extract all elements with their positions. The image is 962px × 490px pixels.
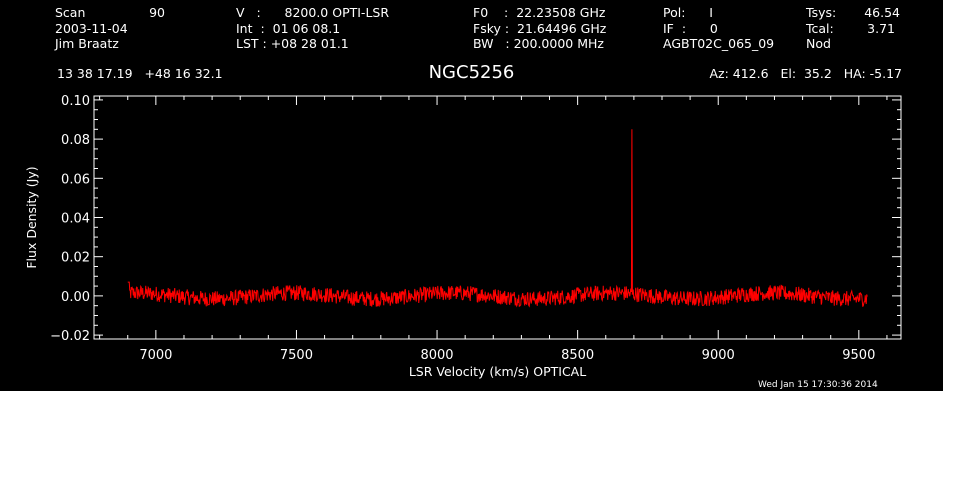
velocity-info: V : 8200.0 OPTI-LSR: [236, 5, 390, 20]
y-tick-label: 0.02: [61, 251, 90, 266]
chart-title: NGC5256: [428, 62, 515, 83]
x-tick-label: 8500: [561, 348, 594, 363]
x-tick-label: 9000: [702, 348, 735, 363]
x-tick-label: 7000: [139, 348, 172, 363]
spectrum-series-line: [127, 129, 868, 308]
if-number: IF : 0: [663, 21, 718, 36]
tsys-label: Tsys:: [806, 5, 837, 20]
source-coordinates: 13 38 17.19 +48 16 32.1: [57, 66, 223, 81]
rest-frequency: F0 : 22.23508 GHz: [473, 5, 606, 20]
x-tick-label: 9500: [842, 348, 875, 363]
integration-time: Int : 01 06 08.1: [236, 21, 341, 36]
y-tick-label: 0.10: [61, 94, 90, 109]
y-tick-label: 0.04: [61, 212, 90, 227]
x-axis-label: LSR Velocity (km/s) OPTICAL: [409, 364, 586, 379]
scan-label: Scan: [55, 5, 86, 20]
plot-panel: Scan 90 2003-11-04 Jim Braatz V : 8200.0…: [0, 0, 943, 391]
y-tick-label: −0.02: [50, 329, 90, 344]
y-axis-label: Flux Density (Jy): [24, 166, 39, 268]
obs-date: 2003-11-04: [55, 21, 128, 36]
polarization: Pol: I: [663, 5, 713, 20]
obs-mode: Nod: [806, 36, 831, 51]
x-tick-label: 8000: [420, 348, 453, 363]
pointing-info: Az: 412.6 El: 35.2 HA: -5.17: [709, 66, 902, 81]
tsys-value: 46.54: [864, 5, 900, 20]
tcal-label: Tcal:: [806, 21, 834, 36]
y-tick-label: 0.00: [61, 290, 90, 305]
scan-value: 90: [149, 5, 165, 20]
spectrum-plot: 7000 7500 8000 8500 9000 9500 −0.02 0.00 0.02 0.0…: [24, 94, 902, 379]
sky-frequency: Fsky : 21.64496 GHz: [473, 21, 607, 36]
y-tick-label: 0.06: [61, 172, 90, 187]
x-tick-label: 7500: [280, 348, 313, 363]
project-id: AGBT02C_065_09: [663, 36, 775, 51]
lst-info: LST : +08 28 01.1: [236, 36, 349, 51]
y-tick-label: 0.08: [61, 133, 90, 148]
tcal-value: 3.71: [867, 21, 895, 36]
bandwidth: BW : 200.0000 MHz: [473, 36, 604, 51]
plot-timestamp: Wed Jan 15 17:30:36 2014: [758, 380, 878, 390]
observer: Jim Braatz: [55, 36, 119, 51]
